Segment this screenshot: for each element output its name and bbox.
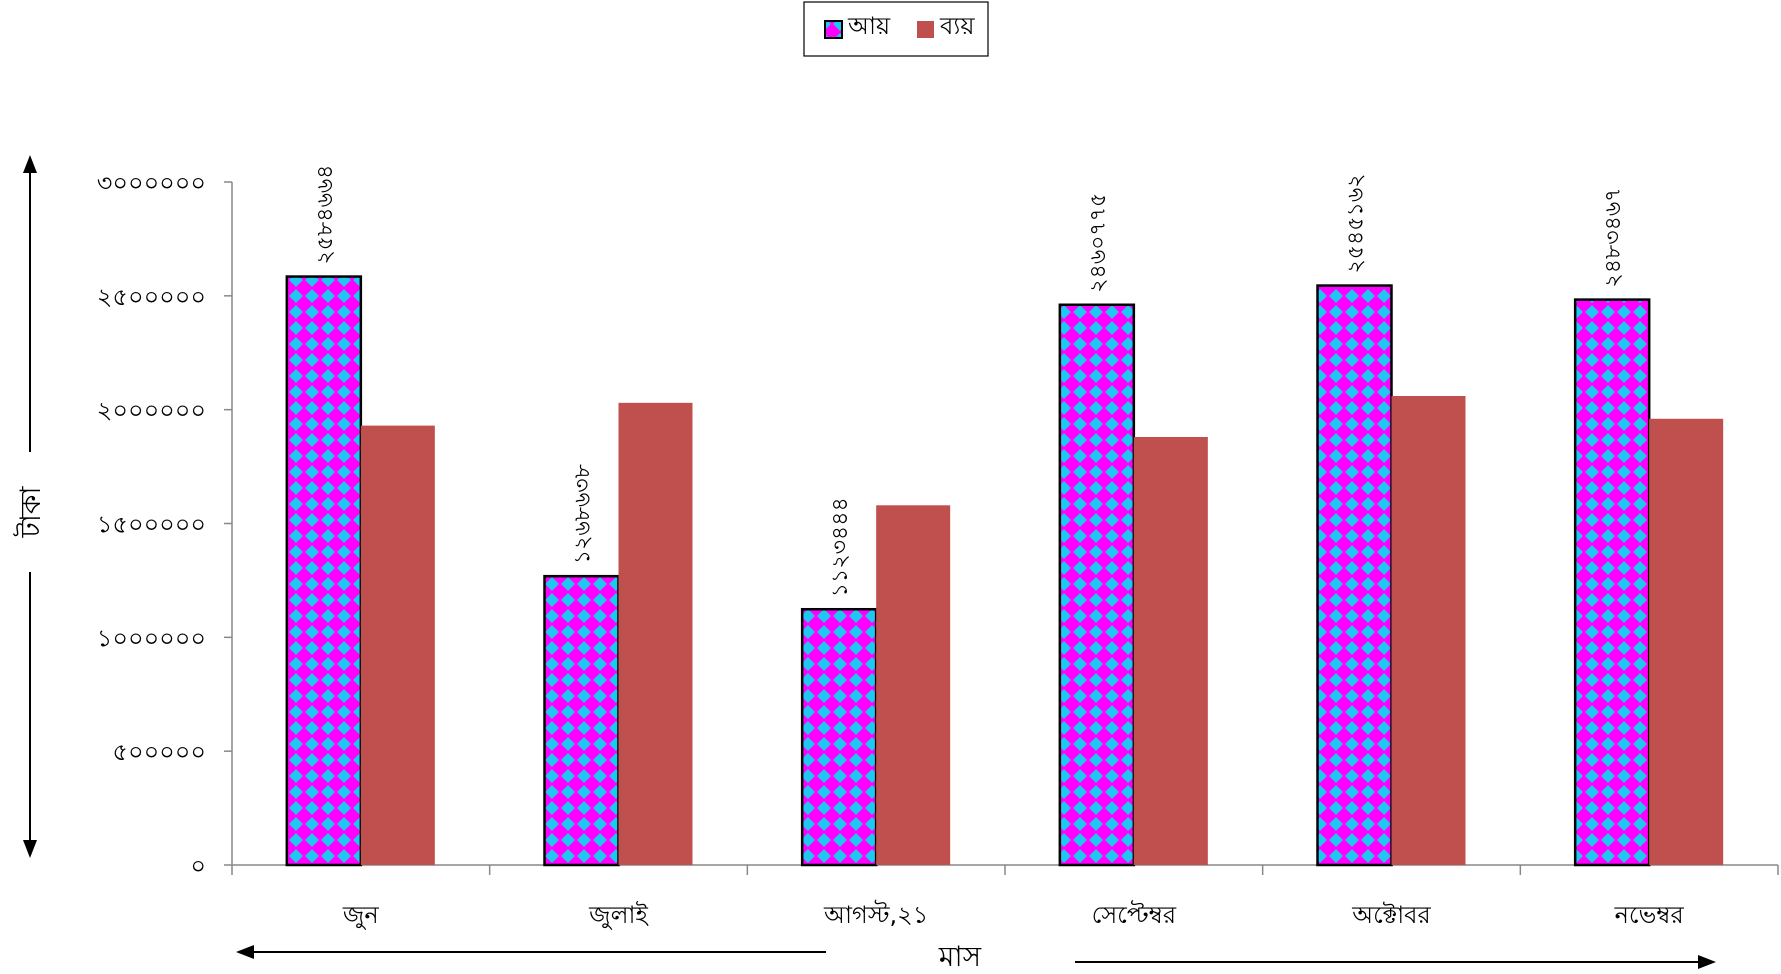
x-arrow-right-head	[1698, 955, 1716, 969]
category-label: নভেম্বর	[1614, 901, 1685, 929]
y-tick-label: ১৫০০০০০	[97, 511, 206, 539]
income-bar	[1316, 284, 1393, 867]
data-labels: ২৫৮৪৬৬৪ ১২৬৮৬৩৮ ১১২৩৪৪৪ ২৪৬০৭৭৫ ২৫৪৫১৬২ ২৪৮৩৪…	[313, 165, 1626, 598]
y-axis-title-group: টাকা	[13, 155, 47, 858]
y-arrow-up-head	[23, 155, 37, 173]
expense-bar	[1133, 436, 1208, 865]
x-ticks	[231, 865, 1779, 875]
income-bar	[1573, 298, 1651, 867]
income-bar	[1058, 303, 1136, 867]
income-data-label: ১২৬৮৬৩৮	[571, 464, 596, 564]
income-data-label: ২৪৮৩৪৬৭	[1601, 188, 1626, 288]
x-arrow-left-head	[236, 945, 254, 959]
category-label: সেপ্টেম্বর	[1092, 900, 1177, 929]
y-tick-label: ০	[190, 852, 206, 880]
expense-bar	[1391, 396, 1466, 865]
y-ticks: ০ ৫০০০০০ ১০০০০০০ ১৫০০০০০ ২০০০০০০ ২৫০০০০০ ৩০০০০…	[97, 169, 232, 880]
expense-bar	[618, 402, 693, 865]
income-data-label: ১১২৩৪৪৪	[828, 497, 853, 597]
legend-swatch-expense	[917, 21, 934, 38]
income-bar	[285, 275, 363, 867]
legend: আয় ব্যয়	[803, 1, 989, 57]
expense-bar	[1649, 418, 1724, 865]
expense-bar	[360, 425, 435, 865]
income-bar	[543, 574, 620, 867]
legend-label-expense: ব্যয়	[939, 12, 975, 40]
y-tick-label: ১০০০০০০	[97, 624, 206, 652]
y-axis-title: টাকা	[13, 486, 47, 539]
x-axis-title-group: মাস	[236, 940, 1716, 973]
category-label: জুলাই	[588, 901, 649, 930]
y-arrow-down-head	[23, 840, 37, 858]
income-data-label: ২৫৮৪৬৬৪	[313, 165, 338, 265]
category-label: অক্টোবর	[1351, 901, 1431, 929]
y-tick-label: ২০০০০০০	[97, 397, 206, 425]
legend-swatch-income	[824, 20, 843, 39]
category-labels: জুন জুলাই আগস্ট,২১ সেপ্টেম্বর অক্টোবর নভেম্বর	[342, 900, 1685, 930]
legend-label-income: আয়	[847, 12, 891, 40]
bars	[285, 275, 1724, 867]
category-label: জুন	[342, 901, 379, 930]
y-tick-label: ৫০০০০০	[112, 738, 206, 766]
category-label: আগস্ট,২১	[823, 900, 928, 929]
income-data-label: ২৫৪৫১৬২	[1344, 174, 1369, 274]
x-axis-title: মাস	[938, 940, 982, 973]
y-tick-label: ২৫০০০০০	[97, 283, 206, 311]
expense-bar	[876, 505, 951, 865]
income-data-label: ২৪৬০৭৭৫	[1086, 193, 1111, 293]
income-bar	[800, 607, 878, 867]
y-tick-label: ৩০০০০০০	[97, 169, 206, 197]
